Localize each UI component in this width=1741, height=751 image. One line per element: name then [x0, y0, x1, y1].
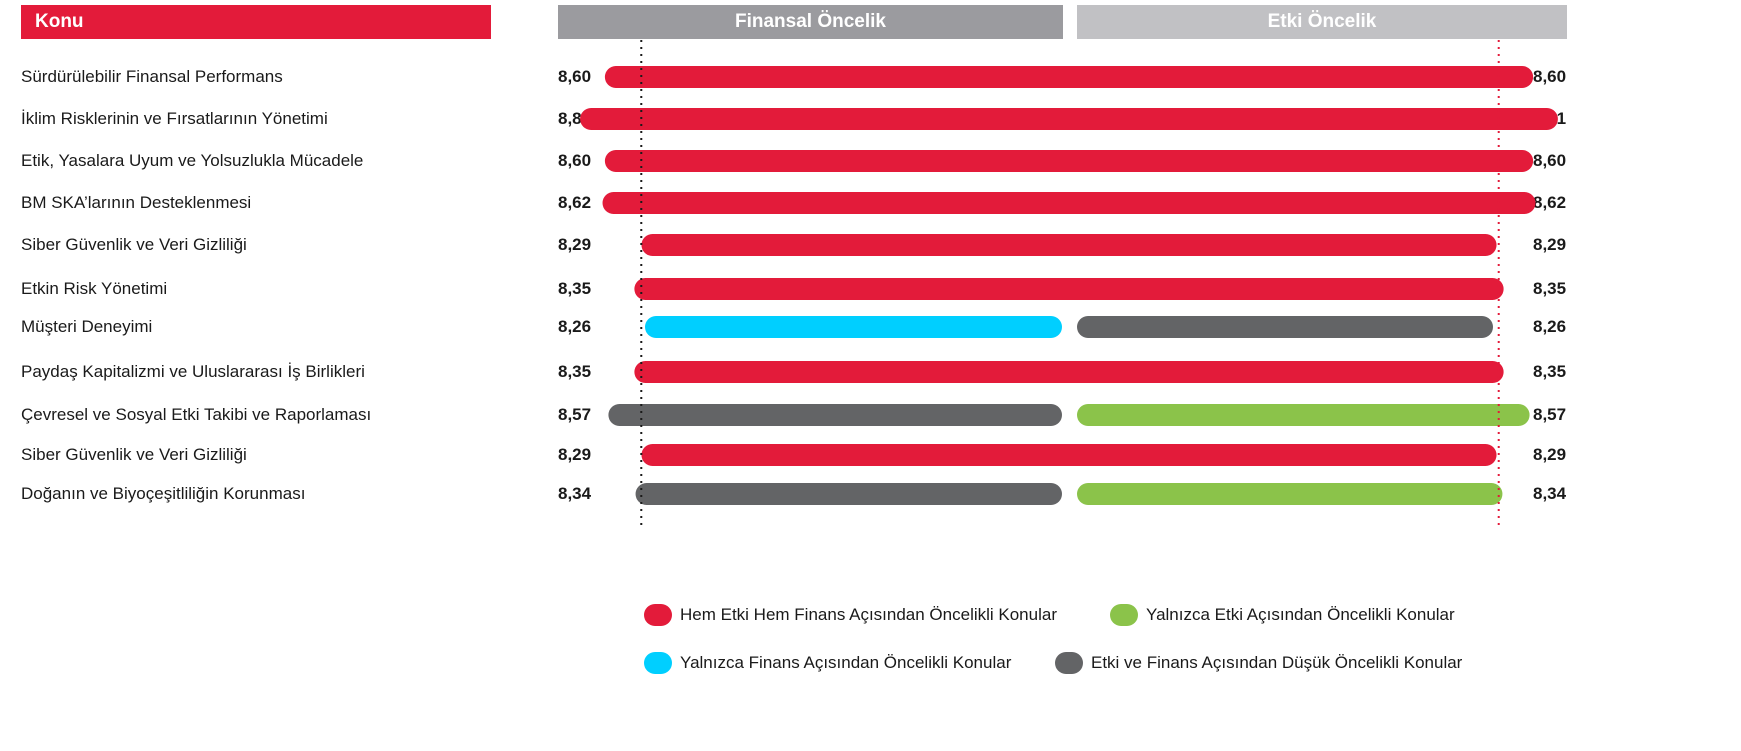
financial-priority-bar [635, 483, 1062, 505]
financial-value-label: 8,60 [558, 67, 592, 86]
legend-item: Yalnızca Etki Açısından Öncelikli Konula… [1110, 604, 1455, 626]
impact-value-label: 8,29 [1533, 235, 1567, 254]
financial-value-label: 8,35 [558, 279, 592, 298]
financial-value-label: 8,60 [558, 151, 592, 170]
impact-value-label: 8,35 [1533, 362, 1567, 381]
impact-priority-header: Etki Öncelik [1077, 5, 1567, 39]
topic-label: Paydaş Kapitalizmi ve Uluslararası İş Bi… [21, 362, 365, 381]
topic-label: Siber Güvenlik ve Veri Gizliliği [21, 445, 247, 464]
legend-label: Etki ve Finans Açısından Düşük Öncelikli… [1091, 653, 1463, 672]
combined-priority-bar [634, 361, 1504, 383]
legend-label: Hem Etki Hem Finans Açısından Öncelikli … [680, 605, 1057, 624]
combined-priority-bar [604, 66, 1534, 88]
combined-priority-bar [602, 192, 1536, 214]
topic-label: Etik, Yasalara Uyum ve Yolsuzlukla Mücad… [21, 151, 364, 170]
impact-value-label: 8,26 [1533, 317, 1567, 336]
financial-value-label: 8,35 [558, 362, 592, 381]
impact-priority-bar [1077, 404, 1530, 426]
topic-label: Etkin Risk Yönetimi [21, 279, 168, 298]
topic-label: Sürdürülebilir Finansal Performans [21, 67, 283, 86]
impact-value-label: 8,57 [1533, 405, 1567, 424]
impact-priority-bar [1077, 316, 1493, 338]
financial-value-label: 8,29 [558, 445, 592, 464]
legend-swatch [644, 652, 672, 674]
topic-label: Müşteri Deneyimi [21, 317, 153, 336]
combined-priority-bar [580, 108, 1558, 130]
impact-value-label: 8,62 [1533, 193, 1567, 212]
financial-value-label: 8,29 [558, 235, 592, 254]
legend-swatch [1055, 652, 1083, 674]
topic-label: İklim Risklerinin ve Fırsatlarının Yönet… [21, 109, 328, 128]
financial-value-label: 8,26 [558, 317, 592, 336]
financial-value-label: 8,62 [558, 193, 592, 212]
combined-priority-bar [641, 234, 1497, 256]
impact-value-label: 8,34 [1533, 484, 1567, 503]
financial-value-label: 8,34 [558, 484, 592, 503]
combined-priority-bar [604, 150, 1534, 172]
impact-value-label: 8,29 [1533, 445, 1567, 464]
topic-column-header: Konu [21, 5, 491, 39]
combined-priority-bar [641, 444, 1497, 466]
financial-priority-header: Finansal Öncelik [558, 5, 1063, 39]
financial-priority-bar [645, 316, 1062, 338]
topic-label: Çevresel ve Sosyal Etki Takibi ve Raporl… [21, 405, 372, 424]
combined-priority-bar [634, 278, 1504, 300]
impact-priority-bar [1077, 483, 1503, 505]
legend-item: Yalnızca Finans Açısından Öncelikli Konu… [644, 652, 1011, 674]
financial-priority-bar [608, 404, 1062, 426]
financial-value-label: 8,57 [558, 405, 592, 424]
topic-label: Siber Güvenlik ve Veri Gizliliği [21, 235, 247, 254]
legend-swatch [644, 604, 672, 626]
legend-item: Hem Etki Hem Finans Açısından Öncelikli … [644, 604, 1057, 626]
impact-value-label: 8,35 [1533, 279, 1567, 298]
impact-value-label: 8,60 [1533, 67, 1567, 86]
topic-label: BM SKA’larının Desteklenmesi [21, 193, 252, 212]
legend-label: Yalnızca Finans Açısından Öncelikli Konu… [680, 653, 1012, 672]
legend-swatch [1110, 604, 1138, 626]
legend-label: Yalnızca Etki Açısından Öncelikli Konula… [1146, 605, 1455, 624]
impact-value-label: 8,60 [1533, 151, 1567, 170]
topic-label: Doğanın ve Biyoçeşitliliğin Korunması [21, 484, 306, 503]
legend-item: Etki ve Finans Açısından Düşük Öncelikli… [1055, 652, 1462, 674]
